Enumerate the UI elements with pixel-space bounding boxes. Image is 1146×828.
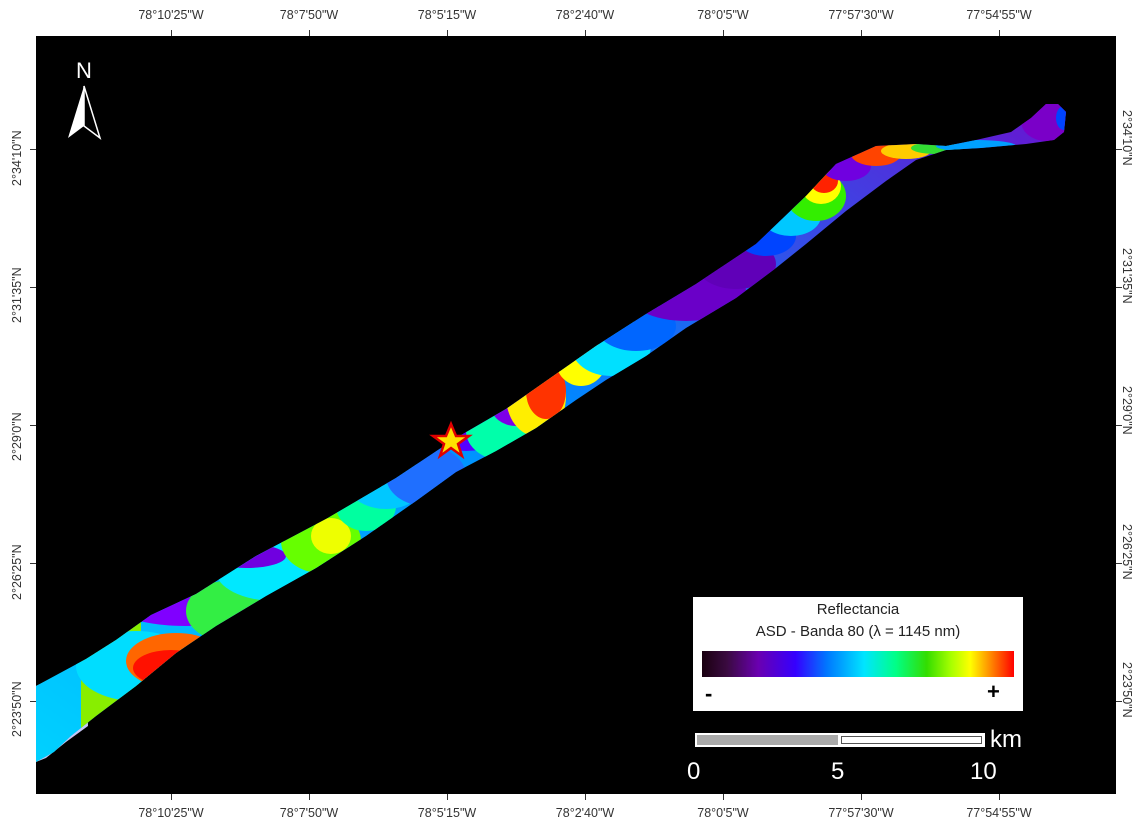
tick-mark bbox=[30, 425, 36, 426]
tick-mark bbox=[585, 794, 586, 800]
map-frame[interactable]: N km 0 5 10 bbox=[36, 36, 1116, 794]
tick-mark bbox=[30, 701, 36, 702]
top-tick-label: 78°2'40"W bbox=[555, 8, 615, 22]
bottom-tick-label: 77°57'30"W bbox=[828, 806, 894, 820]
top-tick-label: 78°7'50"W bbox=[279, 8, 339, 22]
right-tick-label: 2°34'10"N bbox=[1120, 110, 1134, 166]
legend-color-ramp bbox=[702, 651, 1014, 677]
bottom-tick-label: 78°2'40"W bbox=[555, 806, 615, 820]
left-tick-label: 2°34'10"N bbox=[10, 130, 24, 186]
legend-max-label: + bbox=[987, 679, 1000, 704]
bottom-tick-label: 78°5'15"W bbox=[417, 806, 477, 820]
tick-mark bbox=[309, 30, 310, 36]
left-tick-label: 2°23'50"N bbox=[10, 681, 24, 737]
tick-mark bbox=[585, 30, 586, 36]
top-tick-label: 77°57'30"W bbox=[828, 8, 894, 22]
scale-bar-inner bbox=[841, 736, 982, 744]
right-tick-label: 2°26'25"N bbox=[1120, 524, 1134, 580]
legend-subtitle: ASD - Banda 80 (λ = 1145 nm) bbox=[755, 623, 961, 640]
left-tick-label: 2°31'35"N bbox=[10, 267, 24, 323]
tick-mark bbox=[1116, 287, 1122, 288]
tick-mark bbox=[723, 30, 724, 36]
tick-mark bbox=[447, 30, 448, 36]
top-tick-label: 78°10'25"W bbox=[138, 8, 204, 22]
bottom-tick-label: 78°10'25"W bbox=[138, 806, 204, 820]
tick-mark bbox=[30, 563, 36, 564]
tick-mark bbox=[1116, 425, 1122, 426]
scale-label-5: 5 bbox=[831, 758, 845, 785]
tick-mark bbox=[999, 794, 1000, 800]
right-tick-label: 2°23'50"N bbox=[1120, 662, 1134, 718]
tick-mark bbox=[1116, 563, 1122, 564]
legend-title: Reflectancia bbox=[816, 601, 900, 618]
top-tick-label: 78°5'15"W bbox=[417, 8, 477, 22]
left-tick-label: 2°29'0"N bbox=[10, 412, 24, 461]
scale-label-0: 0 bbox=[687, 758, 701, 785]
bottom-tick-label: 78°0'5"W bbox=[697, 806, 749, 820]
left-tick-label: 2°26'25"N bbox=[10, 544, 24, 600]
star-icon[interactable] bbox=[429, 420, 473, 460]
scale-unit-label: km bbox=[990, 726, 1022, 753]
north-arrow-label: N bbox=[76, 58, 92, 83]
tick-mark bbox=[723, 794, 724, 800]
tick-mark bbox=[1116, 701, 1122, 702]
bottom-tick-label: 77°54'55"W bbox=[966, 806, 1032, 820]
tick-mark bbox=[1116, 149, 1122, 150]
north-arrow-icon bbox=[68, 85, 102, 140]
top-tick-label: 77°54'55"W bbox=[966, 8, 1032, 22]
legend-panel: Reflectancia ASD - Banda 80 (λ = 1145 nm… bbox=[693, 597, 1023, 711]
right-tick-label: 2°29'0"N bbox=[1120, 386, 1134, 435]
tick-mark bbox=[861, 794, 862, 800]
tick-mark bbox=[861, 30, 862, 36]
tick-mark bbox=[30, 149, 36, 150]
tick-mark bbox=[171, 794, 172, 800]
scale-label-10: 10 bbox=[970, 758, 997, 785]
scale-bar-segment-1 bbox=[695, 733, 840, 747]
right-tick-label: 2°31'35"N bbox=[1120, 248, 1134, 304]
tick-mark bbox=[30, 287, 36, 288]
legend-min-label: - bbox=[705, 681, 713, 706]
tick-mark bbox=[171, 30, 172, 36]
bottom-tick-label: 78°7'50"W bbox=[279, 806, 339, 820]
tick-mark bbox=[999, 30, 1000, 36]
tick-mark bbox=[447, 794, 448, 800]
top-tick-label: 78°0'5"W bbox=[697, 8, 749, 22]
tick-mark bbox=[309, 794, 310, 800]
